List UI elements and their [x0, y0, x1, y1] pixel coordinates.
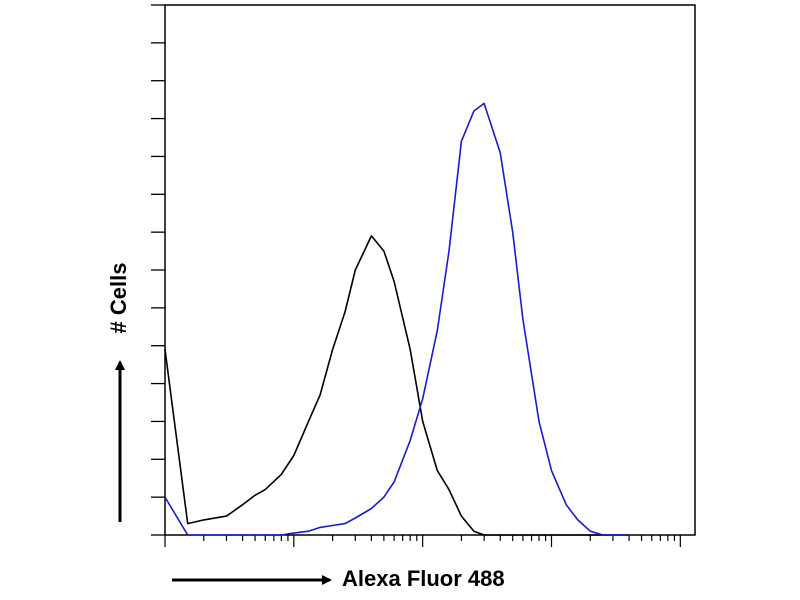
x-axis-title: Alexa Fluor 488: [342, 566, 505, 591]
histogram-line: [164, 235, 630, 536]
plot-frame: [164, 4, 696, 536]
histogram-line: [164, 102, 630, 536]
y-axis-title: # Cells: [106, 263, 131, 334]
